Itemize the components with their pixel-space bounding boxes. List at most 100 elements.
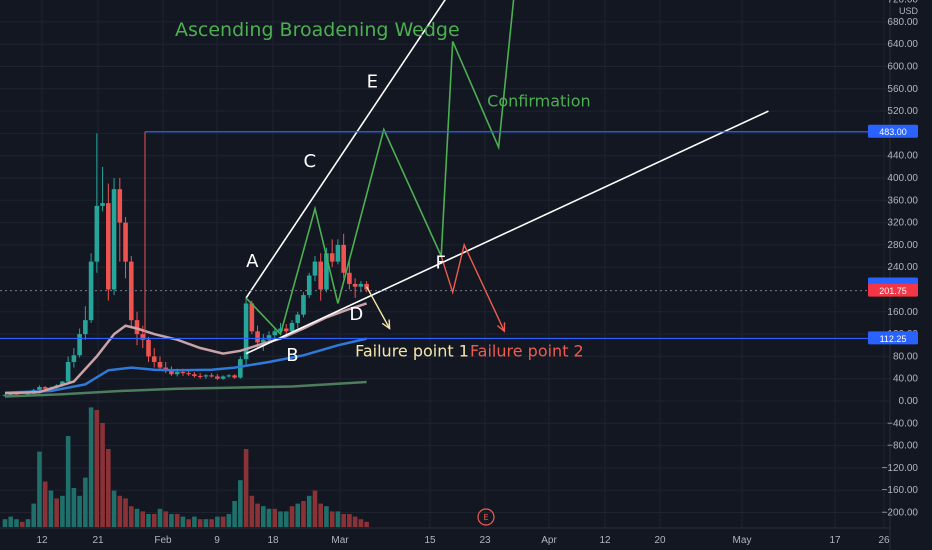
volume-bar (289, 506, 295, 527)
annotation-label: Failure point 1 (355, 341, 469, 360)
volume-bar (151, 514, 157, 527)
candle-body (283, 328, 289, 332)
candle-body (37, 387, 42, 390)
candle-body (157, 361, 163, 368)
volume-bar (174, 514, 180, 527)
candle-body (60, 381, 65, 386)
volume-bar (335, 511, 341, 527)
volume-bar (94, 410, 100, 527)
volume-bar (60, 495, 65, 527)
volume-bar (232, 501, 237, 527)
annotation-label: F (436, 252, 446, 273)
candle-body (220, 376, 226, 379)
annotation-label: B (286, 345, 298, 366)
volume-bar (215, 516, 220, 527)
y-tick-label: 360.00 (887, 195, 918, 206)
y-tick-label: 80.00 (893, 351, 918, 362)
volume-bar (169, 514, 174, 527)
volume-bar (71, 488, 77, 527)
x-tick-label: Mar (331, 535, 349, 546)
volume-bar (272, 508, 278, 527)
candle-body (100, 203, 105, 206)
volume-bar (146, 514, 151, 527)
y-tick-label: 440.00 (887, 151, 918, 162)
failure-arrow-1 (381, 319, 391, 330)
volume-bar (261, 506, 266, 527)
volume-bar (364, 521, 369, 527)
volume-bar (37, 451, 42, 527)
candle-body (318, 261, 323, 290)
price-tag-label: 112.25 (880, 334, 907, 344)
volume-bar (341, 514, 346, 527)
candle-body (151, 356, 157, 362)
volume-bar (140, 511, 146, 527)
volume-bar (266, 508, 272, 527)
volume-bar (318, 503, 323, 527)
x-tick-label: 26 (878, 535, 890, 546)
candle-body (243, 303, 249, 360)
volume-bar (301, 501, 306, 527)
candle-body (226, 375, 232, 377)
candle-body (134, 320, 140, 335)
volume-bar (220, 516, 226, 527)
y-tick-label: −80.00 (887, 441, 918, 452)
failure-arrow-2 (496, 322, 506, 333)
volume-bar (65, 436, 71, 527)
y-tick-label: 520.00 (887, 106, 918, 117)
failure-path-2 (440, 242, 506, 332)
price-tag (868, 283, 918, 297)
projection-path-green (245, 0, 515, 336)
candle-body (261, 339, 266, 343)
volume-bar (186, 519, 191, 527)
x-tick-label: 15 (424, 535, 436, 546)
candle-body (106, 203, 111, 290)
volume-bar (42, 481, 48, 527)
volume-bar (77, 495, 82, 527)
candle-body (272, 331, 278, 336)
volume-bar (243, 449, 249, 527)
y-tick-label: 0.00 (899, 396, 919, 407)
volume-bar (295, 503, 301, 527)
volume-bar (128, 506, 134, 527)
wedge-upper-line (245, 0, 446, 299)
volume-bar (306, 495, 312, 527)
price-tag-label: 201.75 (879, 286, 907, 296)
x-tick-label: 20 (654, 535, 666, 546)
candle-body (169, 370, 174, 375)
candle-body (111, 189, 117, 290)
moving-average-mid (4, 337, 367, 394)
y-tick-label: 280.00 (887, 240, 918, 251)
candle-body (8, 394, 14, 396)
candle-body (347, 272, 352, 284)
candle-body (197, 375, 203, 377)
candle-body (209, 375, 214, 377)
volume-bar (192, 516, 197, 527)
candle-body (312, 261, 318, 276)
x-tick-label: Feb (154, 535, 172, 546)
candle-body (117, 189, 123, 223)
y-tick-label: 240.00 (887, 262, 918, 273)
wedge-lower-line (245, 110, 769, 355)
y-tick-label: −200.00 (882, 508, 919, 519)
moving-average-short (4, 302, 367, 395)
volume-bar (163, 511, 169, 527)
candle-body (203, 375, 209, 377)
currency-label: USD (899, 6, 919, 16)
x-tick-label: May (733, 535, 752, 546)
volume-bar (249, 495, 255, 527)
y-tick-label: −40.00 (887, 418, 918, 429)
price-tag (868, 331, 918, 345)
candle-body (278, 328, 283, 332)
volume-bar (203, 519, 209, 527)
x-tick-label: 17 (829, 535, 841, 546)
y-tick-label: 640.00 (887, 39, 918, 50)
volume-bar (358, 519, 364, 527)
volume-bar (123, 498, 128, 527)
candle-body (65, 361, 71, 382)
moving-average-long (4, 380, 367, 398)
candle-body (42, 387, 48, 389)
annotation-label: Confirmation (487, 92, 591, 111)
candle-body (335, 244, 341, 262)
y-tick-label: 600.00 (887, 62, 918, 73)
